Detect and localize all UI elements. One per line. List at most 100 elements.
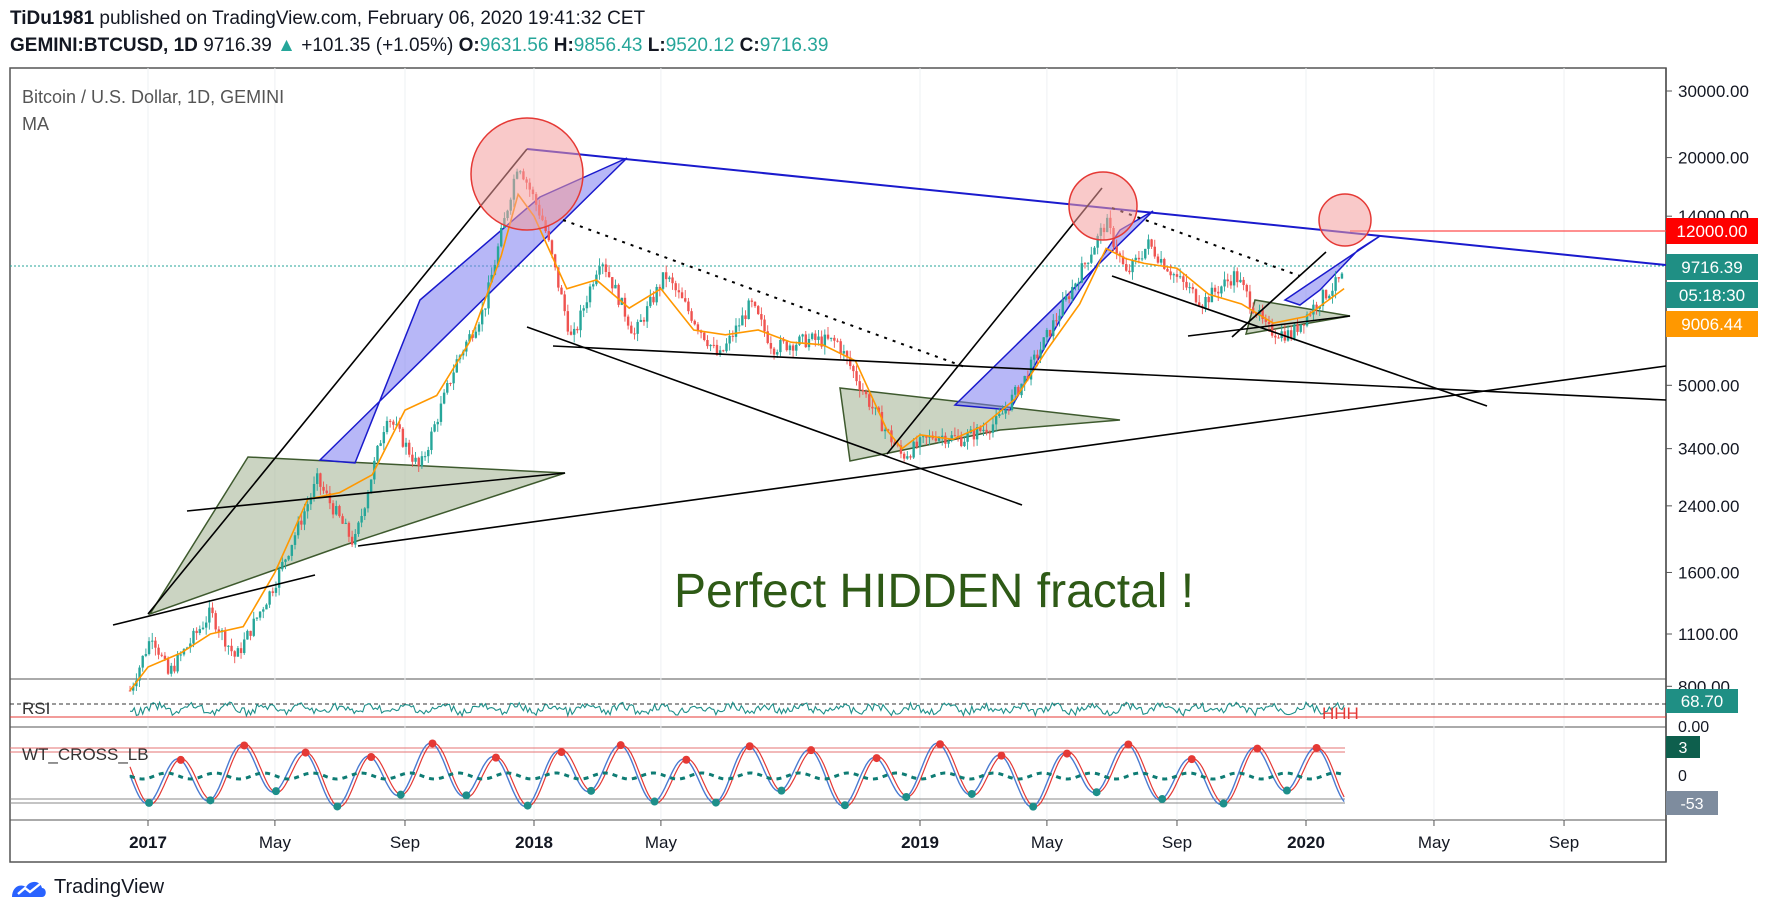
dotted-line-2019[interactable] (1111, 207, 1301, 277)
candle (1299, 324, 1302, 334)
ma-badge-text: 9006.44 (1681, 315, 1742, 334)
candle (1201, 304, 1204, 315)
candle (1144, 248, 1147, 260)
wedge-2020[interactable] (1283, 235, 1381, 306)
trend-line-7[interactable] (886, 187, 1103, 455)
trend-line-1[interactable] (147, 148, 528, 615)
candle (423, 451, 427, 461)
top-circle-2020[interactable] (1318, 193, 1372, 247)
trend-line-3[interactable] (186, 472, 566, 512)
candle (807, 333, 811, 351)
candle (322, 481, 325, 494)
wt-cross-dot (1029, 802, 1038, 811)
candle (1175, 267, 1179, 283)
candle (788, 343, 792, 355)
x-tick-label: 2019 (901, 833, 939, 852)
candle (661, 272, 665, 292)
candle (338, 504, 341, 518)
candle (1048, 329, 1052, 338)
candle (1321, 288, 1325, 311)
candle (664, 265, 668, 288)
candle (392, 419, 395, 430)
candle (842, 344, 846, 360)
wedge-2017[interactable] (318, 157, 628, 464)
candle (284, 558, 287, 570)
candle (138, 665, 141, 687)
candle (1140, 251, 1144, 262)
candle (855, 365, 858, 386)
candle (769, 336, 773, 355)
candle (151, 632, 154, 650)
wt-cross-dot (396, 790, 405, 799)
trend-line-6[interactable] (526, 326, 1023, 506)
wt-cross-dot (301, 748, 310, 757)
last-price-badge: 9716.39 (1666, 254, 1758, 280)
wt-cross-dot (333, 802, 342, 811)
candle (963, 436, 966, 448)
trend-line-5[interactable] (552, 345, 1667, 401)
candle (772, 346, 776, 360)
candle (233, 650, 236, 664)
top-circle-2017[interactable] (470, 117, 584, 231)
candle (328, 485, 332, 510)
candle (753, 301, 757, 308)
candle (141, 655, 144, 672)
candle (1324, 289, 1328, 301)
candle (195, 627, 198, 640)
candle (588, 283, 592, 308)
author-name[interactable]: TiDu1981 (10, 8, 95, 29)
triangle-2017[interactable] (148, 456, 566, 616)
wt-cross-dot (1253, 744, 1262, 753)
candle (614, 279, 617, 289)
candle (357, 521, 360, 537)
trend-line-4[interactable] (357, 365, 1667, 547)
candle (737, 318, 741, 332)
candle (585, 295, 589, 313)
candle (947, 439, 950, 448)
candle (899, 439, 903, 459)
candle (861, 383, 865, 395)
candle (414, 451, 417, 465)
candle (427, 446, 430, 463)
candle (684, 290, 687, 303)
candle (941, 428, 944, 446)
candle (1147, 234, 1150, 255)
trend-line-2[interactable] (112, 574, 316, 626)
trend-line-9[interactable] (1231, 251, 1327, 338)
candle (376, 444, 379, 465)
wt-zero-label: 0 (1678, 768, 1687, 785)
wt-badge-bottom: -53 (1666, 791, 1718, 815)
candle (1182, 274, 1185, 291)
ohlc-line: GEMINI:BTCUSD, 1D 9716.39 ▲ +101.35 (+1.… (10, 35, 828, 57)
candle (160, 652, 163, 658)
candle (1033, 350, 1036, 367)
candle (782, 337, 785, 344)
wedge-2019[interactable] (953, 210, 1154, 411)
candle (763, 315, 766, 337)
wt-line-red (129, 742, 1345, 808)
dotted-line-2018[interactable] (562, 219, 966, 368)
tradingview-footer[interactable]: TradingView (10, 876, 164, 899)
x-tick-label: Sep (390, 833, 420, 852)
candle (598, 258, 601, 280)
candle (1296, 317, 1299, 336)
candle (547, 225, 551, 242)
candle (636, 319, 639, 342)
candle (268, 590, 271, 608)
trend-line-10[interactable] (1187, 315, 1351, 337)
candle (791, 343, 795, 359)
candle (354, 529, 357, 548)
candle (1236, 267, 1239, 288)
trend-line-8[interactable] (1111, 275, 1488, 407)
candle (601, 262, 604, 275)
top-circle-2019[interactable] (1068, 171, 1138, 241)
ma-badge: 9006.44 (1666, 311, 1758, 337)
candle (734, 318, 738, 343)
candle (243, 632, 246, 655)
x-tick-label: Sep (1549, 833, 1579, 852)
candle (382, 426, 386, 451)
candle (1210, 282, 1214, 303)
trendlines (112, 148, 1667, 626)
candle (658, 284, 662, 297)
